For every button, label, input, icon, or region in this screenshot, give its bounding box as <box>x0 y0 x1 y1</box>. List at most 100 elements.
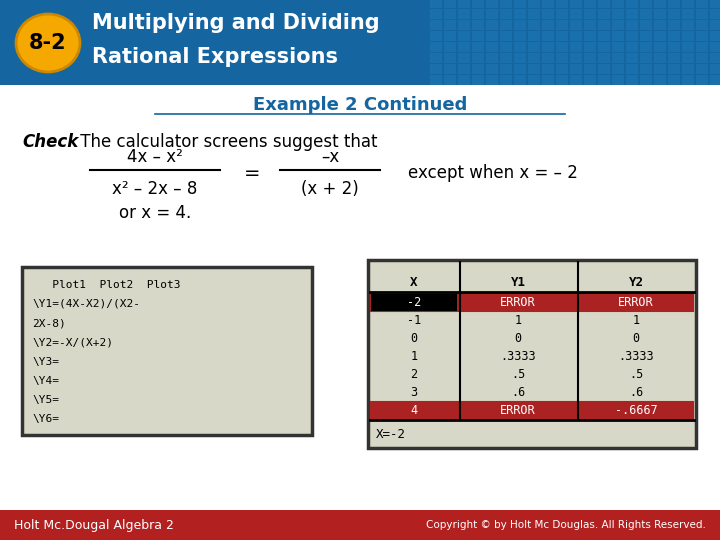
Text: ERROR: ERROR <box>618 296 654 309</box>
Bar <box>556 53 568 63</box>
Bar <box>682 20 694 30</box>
Bar <box>696 75 708 85</box>
Bar <box>500 53 512 63</box>
Bar <box>640 75 652 85</box>
Bar <box>500 9 512 19</box>
Text: x² – 2x – 8: x² – 2x – 8 <box>112 180 198 198</box>
Bar <box>514 31 526 41</box>
Bar <box>640 64 652 74</box>
Bar <box>654 53 666 63</box>
Bar <box>570 64 582 74</box>
FancyBboxPatch shape <box>371 402 693 419</box>
Bar <box>528 20 540 30</box>
Text: (x + 2): (x + 2) <box>301 180 359 198</box>
Text: 1: 1 <box>632 314 639 327</box>
Bar <box>640 42 652 52</box>
Bar <box>486 53 498 63</box>
Bar <box>22 267 312 435</box>
Bar <box>472 64 484 74</box>
Bar <box>444 31 456 41</box>
Bar <box>430 42 442 52</box>
Bar <box>654 75 666 85</box>
Bar <box>486 75 498 85</box>
Bar <box>514 75 526 85</box>
Bar <box>430 64 442 74</box>
Bar <box>626 53 638 63</box>
Text: The calculator screens suggest that: The calculator screens suggest that <box>75 133 377 151</box>
Text: Copyright © by Holt Mc Douglas. All Rights Reserved.: Copyright © by Holt Mc Douglas. All Righ… <box>426 520 706 530</box>
Bar <box>626 31 638 41</box>
Bar <box>542 9 554 19</box>
Bar <box>668 20 680 30</box>
Bar <box>514 53 526 63</box>
Text: \Y6=: \Y6= <box>32 414 59 424</box>
Bar <box>542 31 554 41</box>
Bar <box>430 31 442 41</box>
Text: Y1: Y1 <box>510 275 526 288</box>
Bar <box>514 42 526 52</box>
Text: =: = <box>244 164 260 183</box>
Bar <box>710 64 720 74</box>
Text: 1: 1 <box>410 350 418 363</box>
Bar <box>556 75 568 85</box>
Bar <box>584 75 596 85</box>
Bar <box>584 64 596 74</box>
Text: .3333: .3333 <box>618 350 654 363</box>
Text: Holt Mc.Dougal Algebra 2: Holt Mc.Dougal Algebra 2 <box>14 518 174 531</box>
Text: .6: .6 <box>629 387 643 400</box>
Bar <box>626 9 638 19</box>
Bar <box>444 0 456 8</box>
Text: \Y4=: \Y4= <box>32 376 59 386</box>
Bar <box>430 0 442 8</box>
Bar <box>696 9 708 19</box>
FancyBboxPatch shape <box>371 294 693 311</box>
Bar <box>500 75 512 85</box>
Text: \Y2=-X/(X+2): \Y2=-X/(X+2) <box>32 338 113 347</box>
Bar <box>472 75 484 85</box>
Bar <box>668 42 680 52</box>
Bar <box>696 31 708 41</box>
Bar <box>528 9 540 19</box>
Bar <box>371 294 457 311</box>
Bar <box>444 53 456 63</box>
Bar <box>682 31 694 41</box>
Bar <box>500 0 512 8</box>
Ellipse shape <box>16 14 80 72</box>
Bar <box>556 0 568 8</box>
Bar <box>458 75 470 85</box>
Bar <box>430 20 442 30</box>
Bar <box>668 75 680 85</box>
Bar <box>696 42 708 52</box>
Bar <box>640 20 652 30</box>
Bar <box>542 20 554 30</box>
Bar <box>556 9 568 19</box>
Text: 1: 1 <box>514 314 521 327</box>
Text: Example 2 Continued: Example 2 Continued <box>253 96 467 114</box>
Text: Check: Check <box>22 133 78 151</box>
Bar <box>682 53 694 63</box>
Bar <box>472 53 484 63</box>
Bar <box>430 75 442 85</box>
Bar <box>486 9 498 19</box>
Text: 0: 0 <box>410 333 418 346</box>
Bar <box>472 31 484 41</box>
Text: 3: 3 <box>410 387 418 400</box>
Bar <box>472 9 484 19</box>
Text: .5: .5 <box>629 368 643 381</box>
Text: 4x – x²: 4x – x² <box>127 148 183 166</box>
Bar <box>570 75 582 85</box>
Bar <box>584 0 596 8</box>
Text: Y2: Y2 <box>629 275 644 288</box>
Bar <box>612 64 624 74</box>
Bar <box>430 53 442 63</box>
Bar <box>612 53 624 63</box>
Bar <box>458 53 470 63</box>
Text: .3333: .3333 <box>500 350 536 363</box>
Text: Multiplying and Dividing: Multiplying and Dividing <box>92 13 379 33</box>
Bar <box>612 31 624 41</box>
Bar <box>458 31 470 41</box>
Bar <box>528 64 540 74</box>
Bar <box>612 75 624 85</box>
Bar <box>710 0 720 8</box>
Bar <box>444 20 456 30</box>
